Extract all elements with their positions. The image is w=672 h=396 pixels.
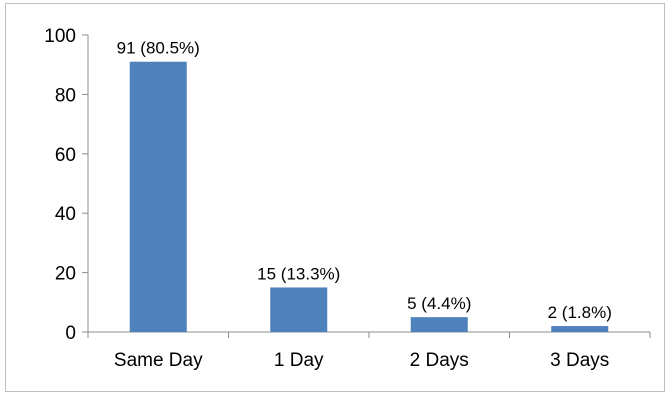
data-label: 15 (13.3%): [257, 264, 340, 283]
data-label: 5 (4.4%): [407, 294, 471, 313]
y-tick-label: 100: [44, 26, 76, 47]
bar-3-days: [551, 326, 609, 332]
bar-2-days: [410, 317, 468, 332]
y-tick-label: 40: [55, 204, 76, 225]
x-category-label: 2 Days: [410, 350, 469, 371]
x-category-label: 1 Day: [274, 350, 324, 371]
bar-same-day: [129, 61, 187, 332]
x-category-label: Same Day: [114, 350, 203, 371]
y-tick-label: 80: [55, 85, 76, 106]
y-tick-label: 60: [55, 145, 76, 166]
x-category-label: 3 Days: [550, 350, 609, 371]
y-tick-label: 20: [55, 264, 76, 285]
y-tick-label: 0: [65, 323, 76, 344]
data-label: 91 (80.5%): [117, 39, 200, 58]
data-label: 2 (1.8%): [548, 303, 612, 322]
bar-1-day: [270, 287, 328, 332]
